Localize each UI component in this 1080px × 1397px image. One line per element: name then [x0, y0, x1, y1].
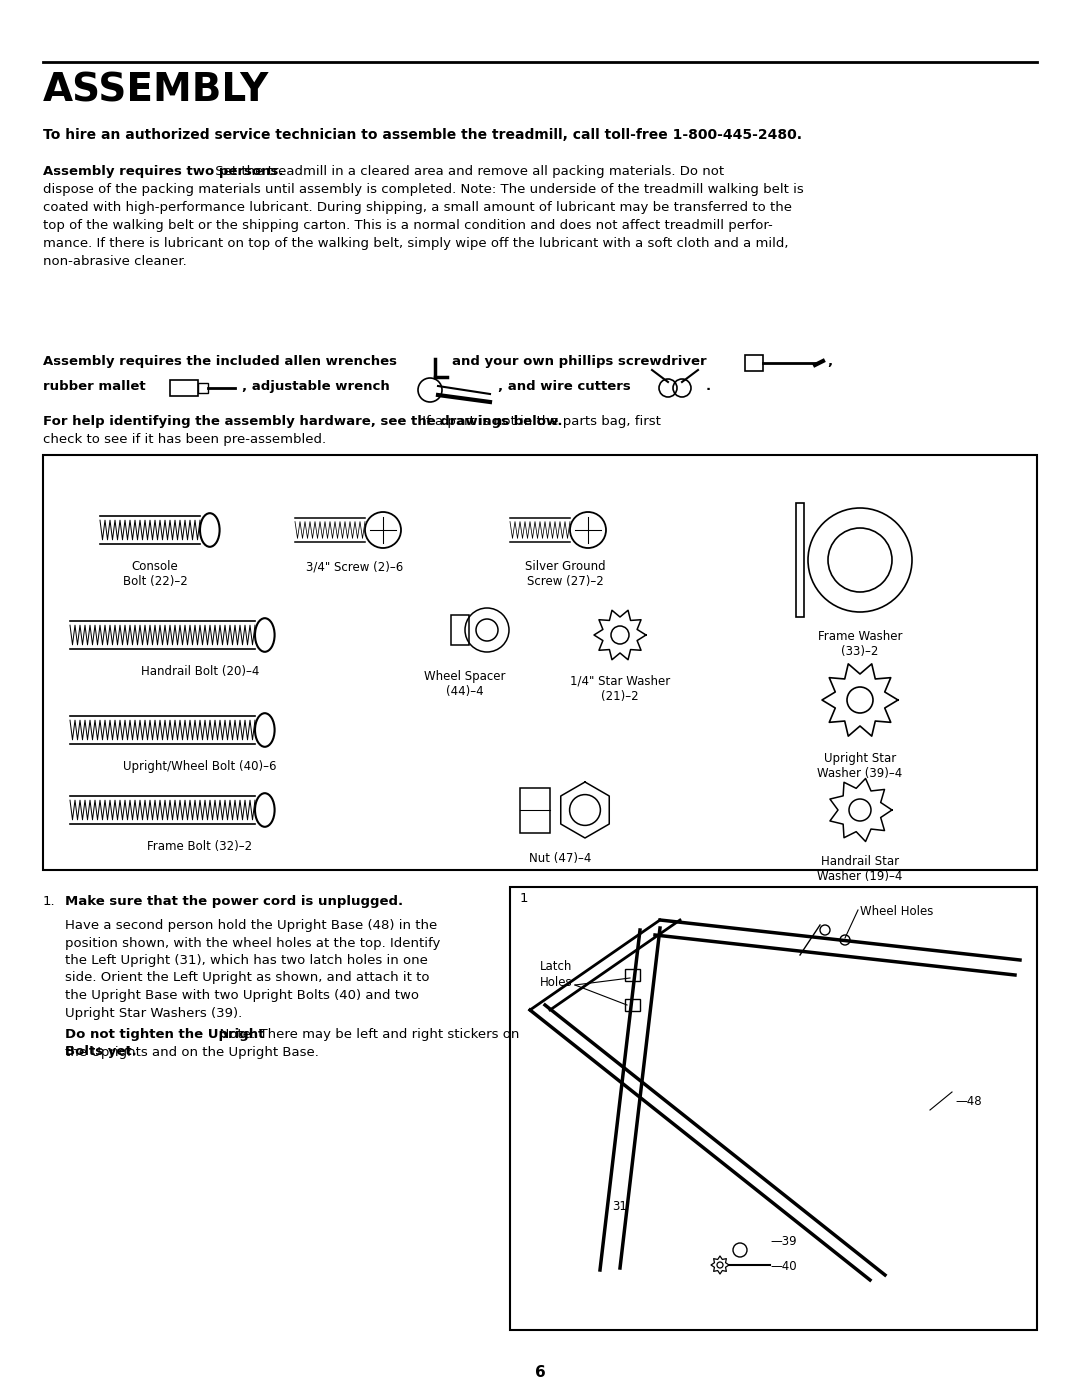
Text: 1/4" Star Washer
(21)–2: 1/4" Star Washer (21)–2: [570, 675, 670, 703]
Text: Frame Washer
(33)–2: Frame Washer (33)–2: [818, 630, 902, 658]
Bar: [43, 455, 1037, 870]
Text: position shown, with the wheel holes at the top. Identify: position shown, with the wheel holes at …: [65, 936, 441, 950]
Text: , adjustable wrench: , adjustable wrench: [242, 380, 390, 393]
Text: rubber mallet: rubber mallet: [43, 380, 146, 393]
Text: Nut (47)–4: Nut (47)–4: [529, 852, 591, 865]
Text: the Upright Base with two Upright Bolts (40) and two: the Upright Base with two Upright Bolts …: [65, 989, 419, 1002]
Text: Assembly requires the included allen wrenches: Assembly requires the included allen wre…: [43, 355, 397, 367]
Text: 31: 31: [612, 1200, 626, 1213]
Text: For help identifying the assembly hardware, see the drawings below.: For help identifying the assembly hardwa…: [43, 415, 563, 427]
Text: Wheel Spacer
(44)–4: Wheel Spacer (44)–4: [424, 671, 505, 698]
Text: If a part is not in the parts bag, first: If a part is not in the parts bag, first: [418, 415, 661, 427]
Text: Set the treadmill in a cleared area and remove all packing materials. Do not: Set the treadmill in a cleared area and …: [211, 165, 724, 177]
Bar: [510, 887, 1037, 1330]
Text: Latch
Holes: Latch Holes: [540, 960, 572, 989]
Text: Do not tighten the Upright
Bolts yet.: Do not tighten the Upright Bolts yet.: [65, 1028, 265, 1058]
Text: mance. If there is lubricant on top of the walking belt, simply wipe off the lub: mance. If there is lubricant on top of t…: [43, 237, 788, 250]
Text: Have a second person hold the Upright Base (48) in the: Have a second person hold the Upright Ba…: [65, 919, 437, 932]
Text: Frame Bolt (32)–2: Frame Bolt (32)–2: [148, 840, 253, 854]
Text: Silver Ground
Screw (27)–2: Silver Ground Screw (27)–2: [525, 560, 605, 588]
Bar: [745, 355, 762, 372]
Text: side. Orient the Left Upright as shown, and attach it to: side. Orient the Left Upright as shown, …: [65, 971, 430, 985]
Bar: [625, 970, 640, 981]
Text: check to see if it has been pre-assembled.: check to see if it has been pre-assemble…: [43, 433, 326, 446]
Text: Assembly requires two persons.: Assembly requires two persons.: [43, 165, 283, 177]
Text: —48: —48: [955, 1095, 982, 1108]
Bar: [198, 383, 208, 393]
Text: ,: ,: [827, 355, 832, 367]
Text: Console
Bolt (22)–2: Console Bolt (22)–2: [123, 560, 187, 588]
Text: 1.: 1.: [43, 895, 56, 908]
Text: the Uprights and on the Upright Base.: the Uprights and on the Upright Base.: [65, 1046, 319, 1059]
Text: 1: 1: [519, 893, 528, 905]
Text: Handrail Star
Washer (19)–4: Handrail Star Washer (19)–4: [818, 855, 903, 883]
Text: Handrail Bolt (20)–4: Handrail Bolt (20)–4: [140, 665, 259, 678]
Text: ASSEMBLY: ASSEMBLY: [43, 73, 269, 110]
Text: 3/4" Screw (2)–6: 3/4" Screw (2)–6: [307, 560, 404, 573]
Text: To hire an authorized service technician to assemble the treadmill, call toll-fr: To hire an authorized service technician…: [43, 129, 802, 142]
Text: Upright Star
Washer (39)–4: Upright Star Washer (39)–4: [818, 752, 903, 780]
Text: coated with high-performance lubricant. During shipping, a small amount of lubri: coated with high-performance lubricant. …: [43, 201, 792, 214]
Bar: [451, 615, 469, 645]
Text: .: .: [706, 380, 711, 393]
Bar: [625, 999, 640, 1011]
Text: Upright Star Washers (39).: Upright Star Washers (39).: [65, 1006, 242, 1020]
Text: , and wire cutters: , and wire cutters: [498, 380, 631, 393]
Text: —39: —39: [770, 1235, 797, 1248]
Text: Wheel Holes: Wheel Holes: [860, 905, 933, 918]
Text: and your own phillips screwdriver: and your own phillips screwdriver: [453, 355, 706, 367]
Text: the Left Upright (31), which has two latch holes in one: the Left Upright (31), which has two lat…: [65, 954, 428, 967]
Text: Upright/Wheel Bolt (40)–6: Upright/Wheel Bolt (40)–6: [123, 760, 276, 773]
Bar: [519, 788, 550, 833]
Text: Note: There may be left and right stickers on: Note: There may be left and right sticke…: [211, 1028, 519, 1041]
Text: top of the walking belt or the shipping carton. This is a normal condition and d: top of the walking belt or the shipping …: [43, 219, 773, 232]
Text: dispose of the packing materials until assembly is completed. Note: The undersid: dispose of the packing materials until a…: [43, 183, 804, 196]
Bar: [170, 380, 198, 395]
Bar: [796, 503, 804, 617]
Text: Make sure that the power cord is unplugged.: Make sure that the power cord is unplugg…: [65, 895, 403, 908]
Text: non-abrasive cleaner.: non-abrasive cleaner.: [43, 256, 187, 268]
Text: —40: —40: [770, 1260, 797, 1273]
Text: 6: 6: [535, 1365, 545, 1380]
